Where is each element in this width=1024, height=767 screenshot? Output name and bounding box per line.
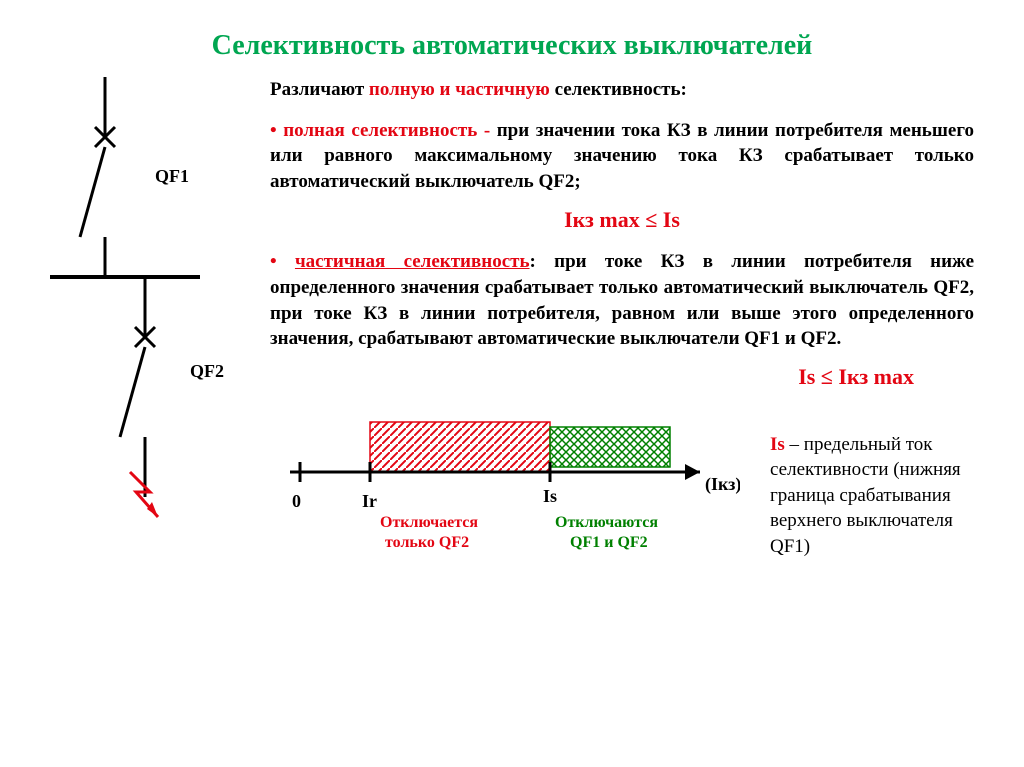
bullet-partial: частичная селективность: при токе КЗ в л… — [270, 249, 974, 352]
text-column: Различают полную и частичную селективнос… — [270, 77, 974, 579]
intro-line: Различают полную и частичную селективнос… — [270, 77, 974, 103]
content-row: QF1 QF2 Различают полную и частичную сел… — [50, 77, 974, 579]
is-def-prefix: Is — [770, 434, 785, 455]
only-qf2-l1: Отключается — [380, 514, 478, 531]
intro-highlight: полную и частичную — [369, 79, 555, 100]
both-l1: Отключаются — [555, 514, 658, 531]
qf1-label: QF1 — [155, 166, 189, 186]
bullet1-lead: полная селективность - — [283, 120, 497, 141]
circuit-diagram: QF1 QF2 — [50, 77, 250, 579]
only-qf2-l2: только QF2 — [385, 534, 469, 551]
is-def-text: – предельный ток селективности (нижняя г… — [770, 434, 961, 558]
axis-ikz: (Iкз) — [705, 474, 740, 495]
axis-ir: Ir — [362, 491, 377, 511]
bullet-full: полная селективность - при значении тока… — [270, 118, 974, 195]
both-l2: QF1 и QF2 — [570, 534, 648, 551]
intro-prefix: Различают — [270, 79, 369, 100]
is-definition: Is – предельный ток селективности (нижня… — [770, 412, 974, 580]
axis-zero: 0 — [292, 491, 301, 511]
axis-diagram: 0 Ir Is (Iкз) Отключается только QF2 Отк… — [270, 412, 740, 580]
page-title: Селективность автоматических выключателе… — [50, 30, 974, 62]
intro-suffix: селективность: — [555, 79, 687, 100]
bottom-row: 0 Ir Is (Iкз) Отключается только QF2 Отк… — [270, 412, 974, 580]
formula-1: Iкз max ≤ Is — [270, 205, 974, 235]
bullet2-lead: частичная селективность — [295, 251, 530, 272]
qf2-label: QF2 — [190, 361, 224, 381]
formula-2: Is ≤ Iкз max — [270, 362, 914, 392]
axis-is: Is — [543, 486, 557, 506]
